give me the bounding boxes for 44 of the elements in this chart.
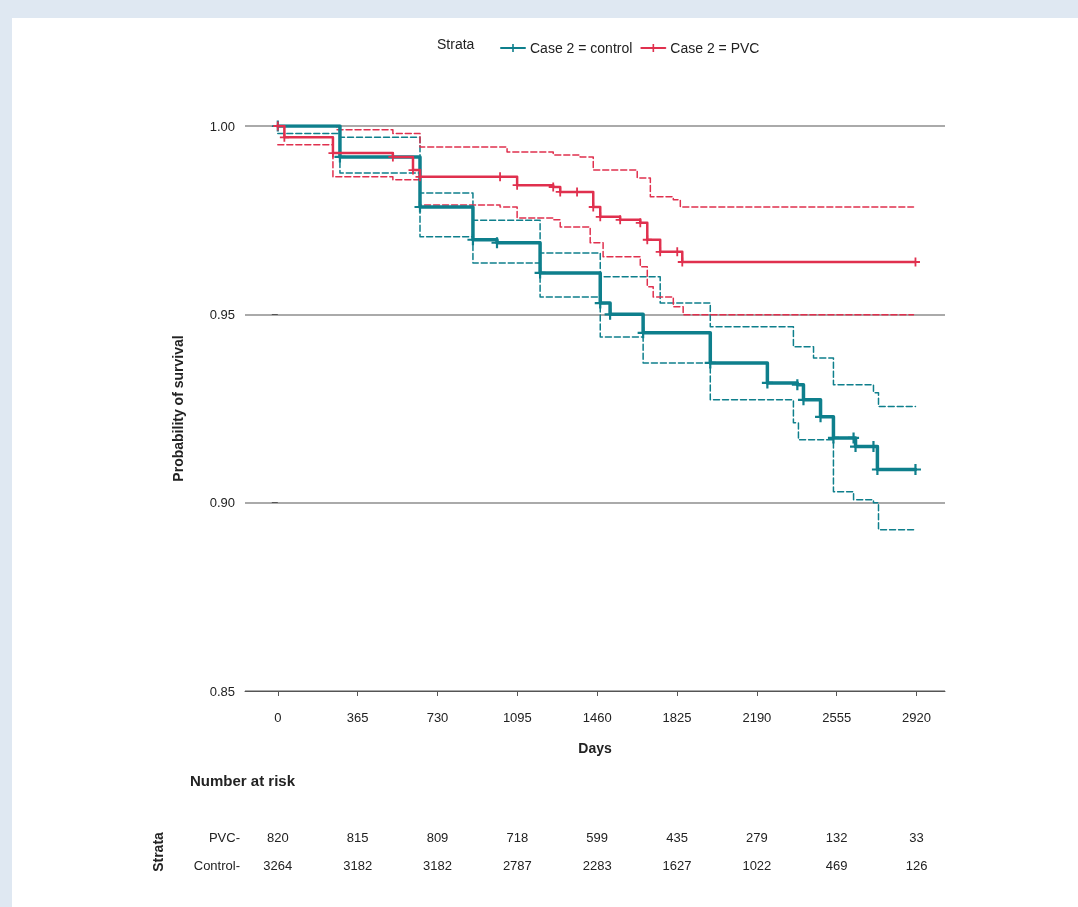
point [279, 132, 289, 142]
text: 718 [506, 830, 529, 845]
point [848, 432, 860, 444]
x-tick-label: 730 [426, 710, 449, 725]
x-tick-label: 2555 [822, 710, 852, 725]
text: Number at risk [190, 772, 296, 789]
y-tick-label: 0.95 [209, 306, 235, 322]
text: 3182 [423, 858, 452, 873]
y-tick-label: 1.00 [209, 118, 235, 134]
legend-label: Case 2 = PVC [670, 40, 760, 56]
text: Strata [150, 832, 166, 872]
text: 279 [746, 830, 768, 845]
point [642, 235, 652, 245]
text: 1627 [662, 858, 692, 873]
text: 469 [825, 858, 848, 873]
text: 3264 [263, 858, 293, 873]
text: 820 [266, 830, 289, 845]
text: 3182 [343, 858, 373, 873]
text: PVC- [208, 830, 240, 845]
text: Control- [193, 858, 240, 873]
text: 2283 [582, 858, 612, 873]
x-tick-label: 365 [346, 710, 369, 725]
x-tick-label: 2190 [742, 710, 772, 725]
y-tick-label: 0.85 [209, 683, 235, 699]
text: 1022 [742, 858, 772, 873]
text: 599 [586, 830, 609, 845]
x-tick-label: 1460 [582, 710, 612, 725]
y-tick-label: 0.90 [209, 495, 235, 511]
x-tick-label: 1825 [662, 710, 692, 725]
text: 126 [905, 858, 928, 873]
x-tick-label: 0 [274, 710, 282, 725]
point [534, 267, 546, 279]
x-tick-label: 2920 [902, 710, 932, 725]
text: 435 [666, 830, 688, 845]
legend-label: Case 2 = control [530, 40, 633, 56]
legend-title: Strata [437, 36, 475, 52]
text: 132 [825, 830, 848, 845]
text: 815 [346, 830, 369, 845]
text: 33 [909, 830, 924, 845]
text: 2787 [502, 858, 532, 873]
y-axis-title: Probability of survival [170, 335, 186, 482]
x-axis-title: Days [578, 740, 612, 756]
x-tick-label: 1095 [502, 710, 532, 725]
text: 809 [426, 830, 449, 845]
